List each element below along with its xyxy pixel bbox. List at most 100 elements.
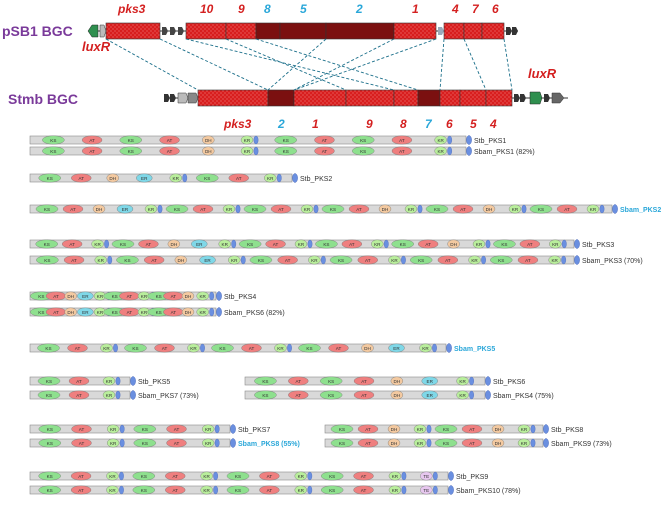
domain-at [353,390,375,400]
domain-label: KS [283,138,289,143]
domain-kr [106,485,119,495]
domain-ks [226,485,250,495]
domain-at [192,204,214,214]
pks-protein-row: KS AT DH ER KR KS AT KR KS AT DH KR Stb_PKS4 [29,291,256,301]
domain-label: AT [236,176,242,181]
domain-kr [434,135,447,145]
domain-dh [181,307,195,317]
domain-label: ER [82,310,89,315]
protein-label: Sbam_PKS10 (78%) [456,488,521,495]
domain-at [71,424,92,434]
domain-label: KS [443,427,449,432]
domain-kr [200,485,213,495]
domain-at [461,438,483,448]
domain-at [68,390,90,400]
domain-label: KS [47,176,53,181]
domain-kr [413,424,427,434]
domain-kr [106,424,120,434]
domain-label: AT [349,242,355,247]
domain-label: KS [44,207,50,212]
domain-label: AT [71,258,77,263]
domain-label: AT [70,207,76,212]
domain-ks [132,485,156,495]
domain-dh [491,438,505,448]
domain-label: AT [356,207,362,212]
domain-label: ER [204,258,211,263]
domain-at [314,135,335,145]
domain-ks [490,255,513,265]
domain-dh [202,135,215,145]
domain-label: AT [425,242,431,247]
domain-ks [37,343,60,353]
acp-domain [104,239,109,249]
pks-gene-1 [293,89,347,107]
domain-label: KS [328,393,334,398]
acp-domain [107,255,113,265]
acp-domain [320,255,326,265]
domain-label: KR [203,474,210,479]
gene-label: 8 [400,117,407,131]
domain-label: KR [98,258,105,263]
domain-label: KR [277,346,284,351]
domain-ks [37,390,61,400]
domain-label: KR [148,207,155,212]
domain-label: KR [552,242,559,247]
domain-label: AT [361,393,367,398]
domain-dh [167,239,181,249]
domain-label: KS [156,294,162,299]
domain-at [519,239,541,249]
domain-label: AT [76,393,82,398]
domain-label: DH [67,294,74,299]
domain-label: KS [330,207,336,212]
acp-domain [447,135,452,145]
domain-label: AT [365,258,371,263]
domain-kr [388,485,402,495]
protein-label: Sbam_PKS2 [620,207,661,214]
acp-domain [432,485,438,495]
domain-label: KS [204,176,210,181]
pks-gene-9 [225,22,257,40]
acp-domain [292,173,298,183]
domain-ks [116,255,139,265]
protein-label: Stb_PKS6 [493,379,525,386]
domain-at [461,424,483,434]
domain-er [77,307,94,317]
domain-at [357,255,378,265]
acp-domain [119,471,124,481]
pks3-gene [105,22,161,40]
luxr-gene [87,24,99,38]
top-cluster-title: pSB1 BGC [2,23,73,39]
domain-kr [468,255,481,265]
domain-at [328,343,349,353]
gene-label: 1 [312,117,319,131]
domain-dh [482,204,496,214]
domain-label: AT [76,379,82,384]
domain-kr [308,255,321,265]
acp-domain [426,438,432,448]
domain-label: KS [501,242,507,247]
domain-label: KR [392,488,399,493]
protein-label: Sbam_PKS1 (82%) [474,149,535,156]
domain-ks [38,438,62,448]
domain-label: DH [382,207,389,212]
domain-label: AT [151,258,157,263]
acp-domain [235,204,241,214]
domain-label: KR [512,207,519,212]
pks-gene-1 [393,22,437,40]
domain-label: KS [45,346,51,351]
domain-label: KS [235,474,241,479]
domain-label: AT [267,474,273,479]
domain-label: AT [79,427,85,432]
protein-backbone [29,343,447,353]
small-gene [438,27,444,35]
gene-label: 9 [366,117,373,131]
domain-at [81,135,103,145]
domain-at [138,239,159,249]
acp-domain [543,438,549,448]
domain-label: TE [423,488,429,493]
domain-ks [425,204,449,214]
domain-kr [517,438,531,448]
domain-label: ER [196,242,203,247]
domain-at [437,255,459,265]
domain-label: AT [527,242,533,247]
